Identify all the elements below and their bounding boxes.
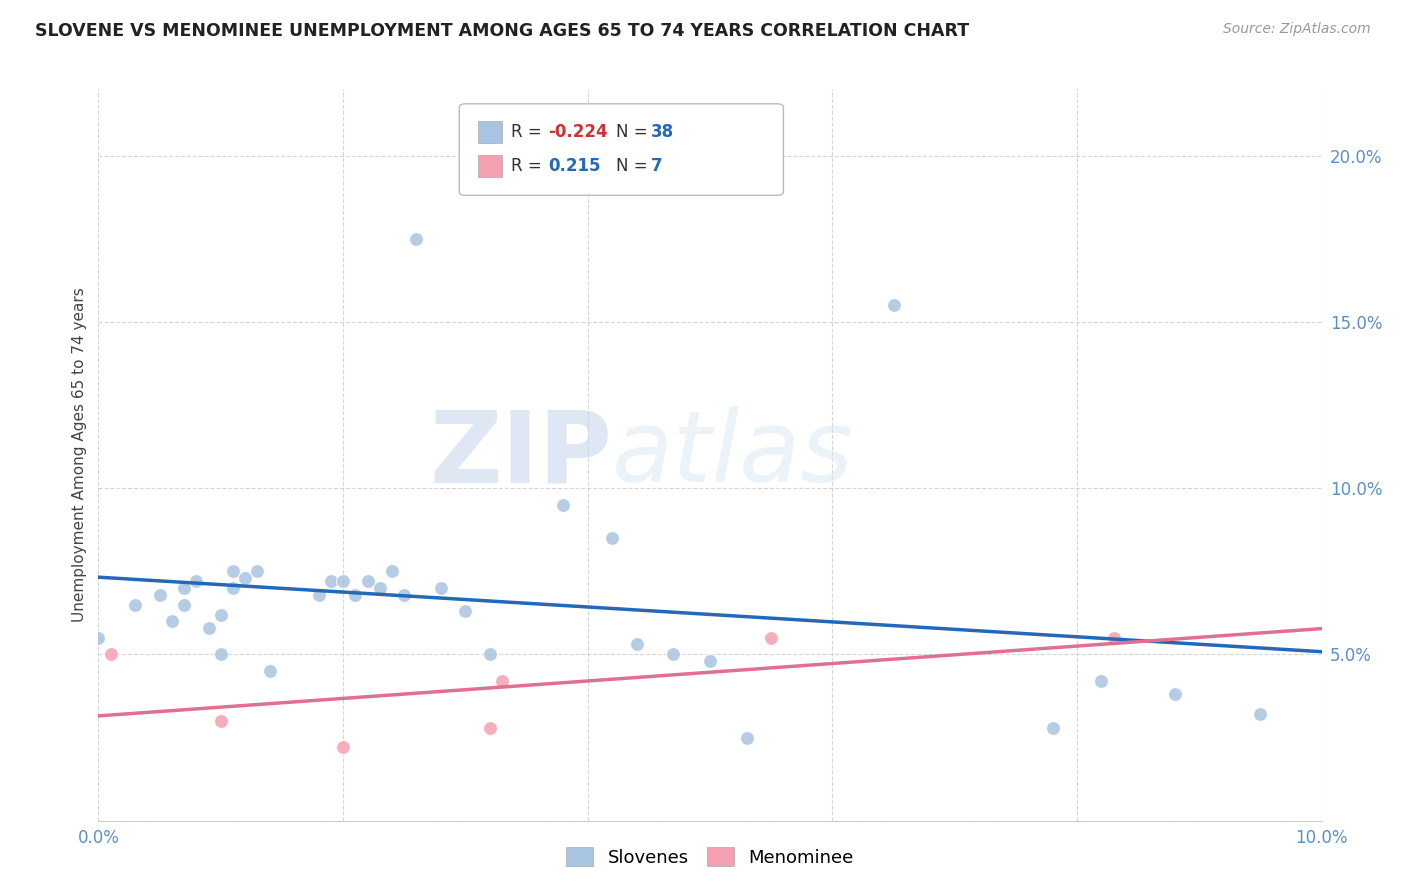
Text: R =: R =	[510, 122, 547, 141]
Point	[259, 664, 281, 678]
Point	[1102, 631, 1125, 645]
Point	[478, 648, 501, 662]
Point	[759, 631, 782, 645]
Point	[491, 673, 513, 688]
Point	[173, 598, 195, 612]
Point	[1164, 687, 1187, 701]
Text: N =: N =	[616, 157, 652, 175]
Point	[160, 614, 183, 628]
Point	[381, 564, 404, 578]
Point	[186, 574, 208, 589]
Point	[332, 574, 354, 589]
Text: 0.215: 0.215	[548, 157, 600, 175]
Point	[100, 648, 122, 662]
FancyBboxPatch shape	[478, 120, 502, 143]
Point	[209, 648, 232, 662]
Point	[124, 598, 146, 612]
Text: ZIP: ZIP	[429, 407, 612, 503]
Text: 7: 7	[651, 157, 664, 175]
Point	[368, 581, 391, 595]
Point	[735, 731, 758, 745]
Y-axis label: Unemployment Among Ages 65 to 74 years: Unemployment Among Ages 65 to 74 years	[72, 287, 87, 623]
Text: -0.224: -0.224	[548, 122, 609, 141]
Point	[344, 588, 367, 602]
FancyBboxPatch shape	[460, 103, 783, 195]
Point	[405, 232, 427, 246]
Point	[1249, 707, 1271, 722]
Point	[332, 740, 354, 755]
Text: R =: R =	[510, 157, 547, 175]
Point	[883, 298, 905, 312]
Point	[699, 654, 721, 668]
Point	[626, 637, 648, 651]
Point	[454, 604, 477, 618]
Point	[1042, 721, 1064, 735]
Point	[600, 531, 623, 545]
Point	[149, 588, 172, 602]
Text: SLOVENE VS MENOMINEE UNEMPLOYMENT AMONG AGES 65 TO 74 YEARS CORRELATION CHART: SLOVENE VS MENOMINEE UNEMPLOYMENT AMONG …	[35, 22, 969, 40]
Text: N =: N =	[616, 122, 652, 141]
Point	[553, 498, 575, 512]
FancyBboxPatch shape	[478, 155, 502, 177]
Point	[308, 588, 330, 602]
Point	[197, 621, 219, 635]
Text: atlas: atlas	[612, 407, 853, 503]
Text: Source: ZipAtlas.com: Source: ZipAtlas.com	[1223, 22, 1371, 37]
Point	[478, 721, 501, 735]
Point	[1090, 673, 1112, 688]
Point	[173, 581, 195, 595]
Text: 38: 38	[651, 122, 675, 141]
Point	[430, 581, 453, 595]
Point	[222, 581, 245, 595]
Point	[222, 564, 245, 578]
Point	[356, 574, 378, 589]
Point	[209, 607, 232, 622]
Point	[319, 574, 342, 589]
Point	[87, 631, 110, 645]
Point	[209, 714, 232, 728]
Point	[233, 571, 256, 585]
Legend: Slovenes, Menominee: Slovenes, Menominee	[560, 840, 860, 874]
Point	[246, 564, 269, 578]
Point	[662, 648, 685, 662]
Point	[392, 588, 416, 602]
